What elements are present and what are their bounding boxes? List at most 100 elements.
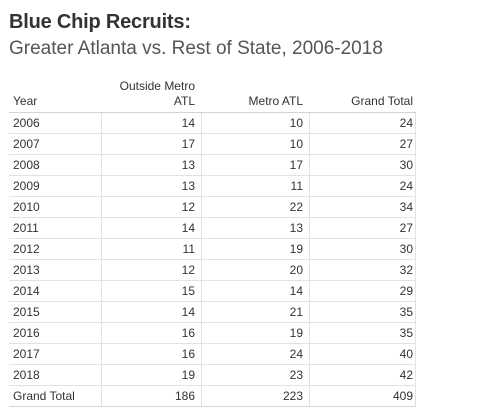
column-divider: [309, 344, 310, 364]
column-divider: [201, 281, 202, 301]
grand-total-label: Grand Total: [13, 389, 75, 403]
year-cell: 2016: [13, 326, 40, 340]
table-row[interactable]: 2009 13 11 24: [9, 176, 416, 197]
outside-metro-cell: 15: [181, 284, 195, 298]
column-divider: [101, 386, 102, 406]
metro-atl-cell: 19: [289, 326, 303, 340]
outside-metro-cell: 13: [181, 158, 195, 172]
column-divider: [415, 155, 416, 175]
table-row[interactable]: 2016 16 19 35: [9, 323, 416, 344]
metro-atl-cell: 24: [289, 347, 303, 361]
column-divider: [201, 344, 202, 364]
column-divider: [309, 386, 310, 406]
grand-total-outside: 186: [174, 389, 195, 403]
column-divider: [101, 260, 102, 280]
metro-atl-cell: 17: [289, 158, 303, 172]
column-divider: [101, 239, 102, 259]
table-row[interactable]: 2006 14 10 24: [9, 113, 416, 134]
column-divider: [415, 113, 416, 133]
column-divider: [415, 218, 416, 238]
table-row[interactable]: 2015 14 21 35: [9, 302, 416, 323]
column-divider: [415, 197, 416, 217]
grand-total-total: 409: [392, 389, 413, 403]
outside-metro-cell: 19: [181, 368, 195, 382]
outside-metro-cell: 12: [181, 200, 195, 214]
column-divider: [101, 365, 102, 385]
year-cell: 2009: [13, 179, 40, 193]
header-outside-metro-atl[interactable]: Outside Metro ATL: [105, 79, 195, 109]
column-divider: [201, 239, 202, 259]
grand-total-metro: 223: [282, 389, 303, 403]
column-divider: [415, 281, 416, 301]
metro-atl-cell: 10: [289, 137, 303, 151]
grand-total-cell: 35: [399, 305, 413, 319]
grand-total-cell: 29: [399, 284, 413, 298]
header-metro-atl[interactable]: Metro ATL: [248, 94, 303, 108]
outside-metro-cell: 14: [181, 221, 195, 235]
table-row[interactable]: 2017 16 24 40: [9, 344, 416, 365]
table-row[interactable]: 2012 11 19 30: [9, 239, 416, 260]
column-divider: [309, 155, 310, 175]
header-year[interactable]: Year: [13, 94, 38, 108]
column-divider: [201, 302, 202, 322]
chart-subtitle: Greater Atlanta vs. Rest of State, 2006-…: [9, 38, 383, 59]
recruits-table: Year Outside Metro ATL Metro ATL Grand T…: [9, 78, 416, 407]
year-cell: 2017: [13, 347, 40, 361]
grand-total-cell: 34: [399, 200, 413, 214]
column-divider: [309, 218, 310, 238]
column-divider: [201, 134, 202, 154]
column-divider: [201, 176, 202, 196]
column-divider: [309, 134, 310, 154]
column-divider: [415, 302, 416, 322]
metro-atl-cell: 23: [289, 368, 303, 382]
outside-metro-cell: 11: [182, 242, 195, 256]
column-divider: [101, 323, 102, 343]
metro-atl-cell: 22: [289, 200, 303, 214]
column-divider: [309, 239, 310, 259]
column-divider: [415, 134, 416, 154]
table-row[interactable]: 2010 12 22 34: [9, 197, 416, 218]
column-divider: [101, 344, 102, 364]
column-divider: [101, 218, 102, 238]
metro-atl-cell: 19: [289, 242, 303, 256]
column-divider: [309, 365, 310, 385]
table-row[interactable]: 2007 17 10 27: [9, 134, 416, 155]
metro-atl-cell: 21: [289, 305, 303, 319]
table-row[interactable]: 2014 15 14 29: [9, 281, 416, 302]
grand-total-row[interactable]: Grand Total 186 223 409: [9, 386, 416, 407]
grand-total-cell: 27: [399, 221, 413, 235]
year-cell: 2018: [13, 368, 40, 382]
header-outside-line2: ATL: [173, 94, 195, 108]
column-divider: [415, 176, 416, 196]
outside-metro-cell: 16: [181, 347, 195, 361]
column-divider: [101, 134, 102, 154]
column-divider: [201, 386, 202, 406]
outside-metro-cell: 13: [181, 179, 195, 193]
column-divider: [101, 197, 102, 217]
grand-total-cell: 42: [399, 368, 413, 382]
metro-atl-cell: 10: [289, 116, 303, 130]
column-divider: [415, 260, 416, 280]
table-row[interactable]: 2013 12 20 32: [9, 260, 416, 281]
column-divider: [309, 302, 310, 322]
outside-metro-cell: 17: [181, 137, 195, 151]
year-cell: 2006: [13, 116, 40, 130]
column-divider: [201, 260, 202, 280]
year-cell: 2014: [13, 284, 40, 298]
column-divider: [101, 113, 102, 133]
column-divider: [201, 323, 202, 343]
column-divider: [201, 197, 202, 217]
table-row[interactable]: 2008 13 17 30: [9, 155, 416, 176]
header-grand-total[interactable]: Grand Total: [351, 94, 413, 108]
grand-total-cell: 30: [399, 242, 413, 256]
metro-atl-cell: 14: [289, 284, 303, 298]
table-row[interactable]: 2011 14 13 27: [9, 218, 416, 239]
column-divider: [309, 323, 310, 343]
outside-metro-cell: 14: [181, 305, 195, 319]
table-row[interactable]: 2018 19 23 42: [9, 365, 416, 386]
year-cell: 2013: [13, 263, 40, 277]
column-divider: [101, 155, 102, 175]
column-divider: [101, 302, 102, 322]
table-body: 2006 14 10 24 2007 17 10 27 2008 13 17 30 2009 13 11 24…: [9, 113, 416, 386]
column-divider: [309, 260, 310, 280]
